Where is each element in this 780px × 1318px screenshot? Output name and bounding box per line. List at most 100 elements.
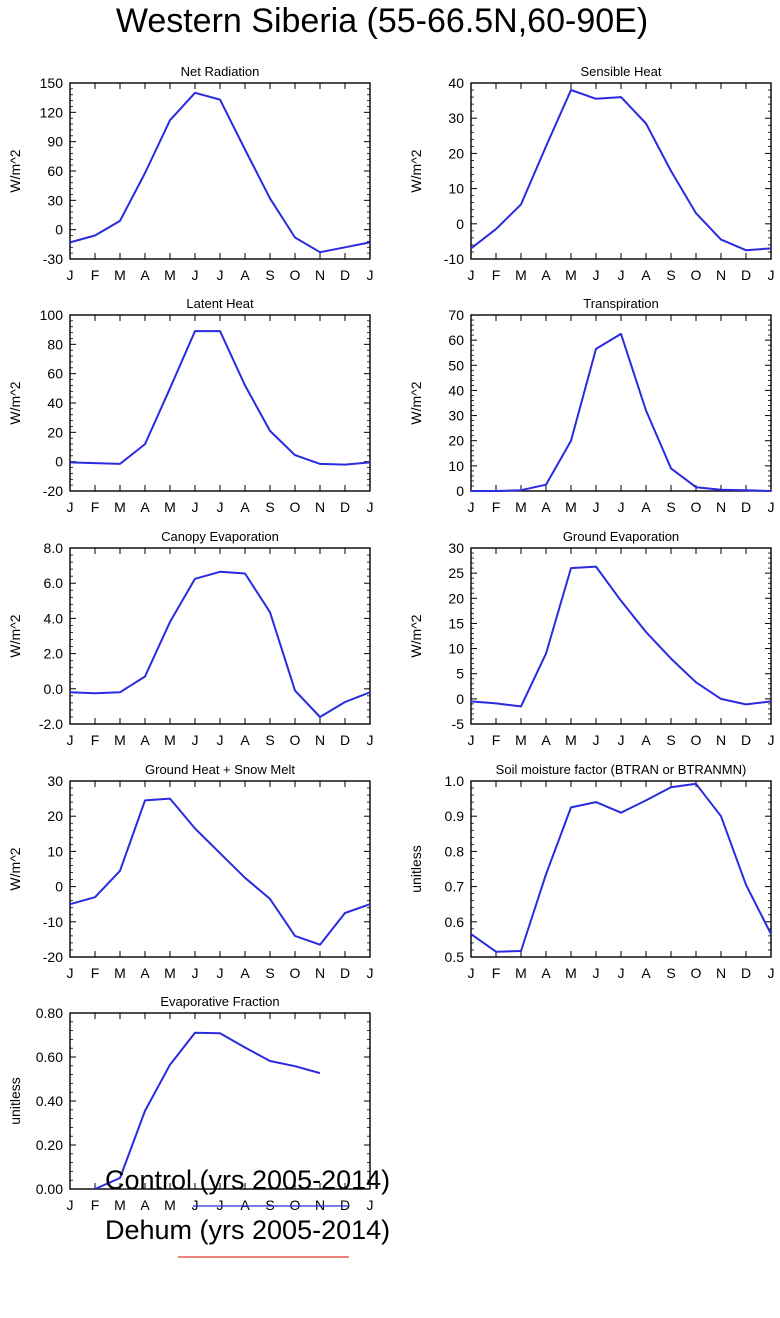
series-line-control (471, 332, 772, 492)
y-tick-label: -10 (444, 251, 464, 267)
x-tick-label: A (240, 1197, 250, 1213)
x-tick-label: O (290, 965, 301, 981)
y-tick-label: -20 (43, 949, 63, 965)
y-tick-label: 15 (448, 615, 464, 631)
x-tick-label: M (114, 965, 126, 981)
x-tick-label: A (641, 267, 651, 283)
x-tick-label: J (593, 267, 600, 283)
plot-frame (470, 82, 772, 260)
x-tick-label: S (666, 499, 675, 515)
panel-title: Transpiration (583, 296, 658, 311)
y-tick-label: 2.0 (44, 646, 64, 662)
y-tick-label: 150 (40, 75, 64, 91)
y-axis-label: W/m^2 (7, 149, 23, 192)
x-tick-label: J (67, 732, 74, 748)
x-tick-label: A (641, 499, 651, 515)
panel-title: Latent Heat (186, 296, 254, 311)
x-tick-label: A (240, 499, 250, 515)
panel-title: Ground Evaporation (563, 529, 679, 544)
x-tick-label: F (91, 732, 100, 748)
y-axis-label: W/m^2 (408, 614, 424, 657)
x-tick-label: J (67, 499, 74, 515)
y-tick-label: 0.7 (445, 879, 465, 895)
y-axis-label: W/m^2 (408, 149, 424, 192)
y-tick-label: 60 (47, 163, 63, 179)
panel-canopy-evaporation: Canopy Evaporation W/m^2 -2.0 0.0 2.0 4.0 6.0 8… (7, 529, 374, 748)
y-tick-label: -20 (43, 483, 63, 499)
y-tick-label: 0.00 (36, 1181, 63, 1197)
x-tick-label: A (140, 1197, 150, 1213)
y-tick-label: 0 (55, 879, 63, 895)
x-tick-label: J (468, 732, 475, 748)
series-line-control (470, 782, 772, 953)
x-tick-label: J (192, 1197, 199, 1213)
x-tick-label: M (515, 965, 527, 981)
x-tick-label: F (492, 732, 501, 748)
x-tick-label: O (691, 965, 702, 981)
y-axis-label: unitless (7, 1077, 23, 1124)
y-tick-label: 20 (47, 808, 63, 824)
y-tick-label: 10 (448, 641, 464, 657)
x-tick-label: N (716, 499, 726, 515)
x-tick-label: J (367, 1197, 374, 1213)
x-tick-label: S (666, 732, 675, 748)
x-tick-label: N (315, 1197, 325, 1213)
x-tick-label: J (593, 499, 600, 515)
x-tick-label: J (217, 499, 224, 515)
y-axis-label: unitless (408, 845, 424, 892)
x-tick-label: N (315, 965, 325, 981)
y-tick-label: -5 (452, 716, 465, 732)
y-tick-label: 0 (456, 483, 464, 499)
x-tick-label: J (618, 965, 625, 981)
x-tick-label: D (741, 965, 751, 981)
y-tick-label: 30 (47, 773, 63, 789)
panel-title: Canopy Evaporation (161, 529, 279, 544)
x-tick-label: J (768, 499, 775, 515)
x-tick-label: A (140, 965, 150, 981)
y-tick-label: 20 (448, 590, 464, 606)
x-tick-label: S (666, 965, 675, 981)
x-tick-label: N (716, 732, 726, 748)
x-tick-label: N (716, 965, 726, 981)
series-line-control (470, 89, 772, 252)
x-tick-label: N (716, 267, 726, 283)
x-tick-label: M (164, 267, 176, 283)
y-tick-label: 0.9 (445, 808, 465, 824)
x-tick-label: J (768, 965, 775, 981)
y-axis-label: W/m^2 (408, 381, 424, 424)
x-tick-label: A (541, 965, 551, 981)
y-tick-label: 30 (47, 192, 63, 208)
y-tick-label: 80 (47, 336, 63, 352)
y-axis-label: W/m^2 (7, 381, 23, 424)
x-tick-label: M (565, 267, 577, 283)
y-tick-label: 10 (448, 181, 464, 197)
x-tick-label: J (367, 732, 374, 748)
y-tick-label: 0.6 (445, 914, 465, 930)
series-line-control (69, 91, 371, 254)
series-line-control (94, 1031, 321, 1190)
x-tick-label: M (164, 965, 176, 981)
x-tick-label: J (468, 965, 475, 981)
y-tick-label: -10 (43, 914, 63, 930)
x-tick-label: O (691, 267, 702, 283)
y-tick-label: 0.0 (44, 681, 64, 697)
x-tick-label: A (240, 267, 250, 283)
y-tick-label: 0 (456, 216, 464, 232)
y-tick-label: 4.0 (44, 610, 64, 626)
panel-title: Soil moisture factor (BTRAN or BTRANMN) (496, 762, 747, 777)
y-axis-label: W/m^2 (7, 847, 23, 890)
x-tick-label: J (618, 267, 625, 283)
plot-frame (470, 780, 772, 958)
x-tick-label: F (91, 267, 100, 283)
x-tick-label: N (315, 499, 325, 515)
x-tick-label: S (265, 267, 274, 283)
x-tick-label: J (593, 732, 600, 748)
x-tick-label: S (666, 267, 675, 283)
x-tick-label: A (140, 267, 150, 283)
x-tick-label: S (265, 1197, 274, 1213)
panel-title: Evaporative Fraction (160, 994, 279, 1009)
x-tick-label: F (492, 267, 501, 283)
